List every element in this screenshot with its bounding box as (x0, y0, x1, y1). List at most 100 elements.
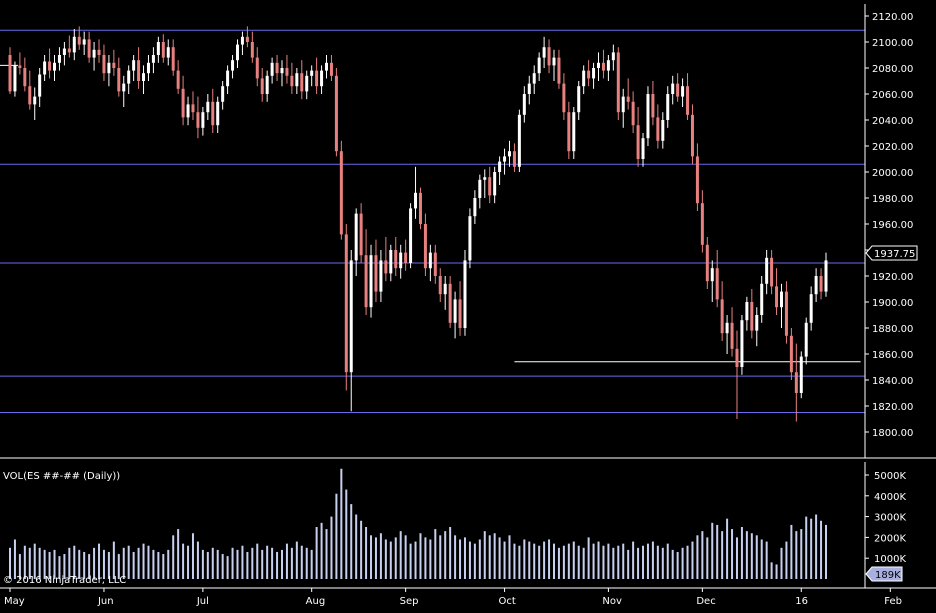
volume-axis-labels: 5000K 4000K 3000K 2000K 1000K (865, 471, 906, 565)
volume-bar (325, 529, 328, 579)
price-axis-label: 2100.00 (872, 38, 913, 49)
volume-bar (48, 551, 51, 579)
volume-bar (701, 531, 704, 579)
volume-bar (365, 527, 368, 579)
volume-bar (206, 551, 209, 579)
candle-body (216, 101, 220, 126)
candle-body (171, 47, 175, 71)
volume-bar (394, 537, 397, 579)
volume-bar (335, 493, 338, 579)
candle-body (414, 192, 418, 209)
volume-bar (562, 545, 565, 579)
volume-bar (23, 545, 26, 579)
candle-body (127, 70, 131, 84)
candle-body (503, 156, 507, 162)
volume-bar (518, 545, 521, 579)
candle-body (755, 315, 759, 331)
volume-axis-label: 4000K (874, 492, 906, 503)
volume-bar (820, 520, 823, 579)
candle-body (8, 55, 12, 92)
volume-bar (765, 541, 768, 579)
horizontal-lines (0, 29, 865, 413)
volume-bar (548, 539, 551, 579)
price-axis-label: 2000.00 (872, 168, 913, 179)
candle-body (765, 257, 769, 284)
volume-bar (350, 504, 353, 579)
candle-body (799, 356, 803, 393)
candle-body (438, 276, 442, 295)
candle-body (433, 252, 437, 276)
candle-body (240, 36, 244, 45)
candle-body (97, 49, 101, 55)
volume-bar (617, 545, 620, 579)
copyright-text: © 2016 NinjaTrader, LLC (3, 575, 126, 586)
volume-bar (9, 547, 11, 579)
volume-bar (360, 520, 363, 579)
volume-bar (315, 527, 318, 579)
candle-body (364, 255, 368, 308)
volume-bar (760, 539, 763, 579)
candle-body (686, 86, 690, 115)
volume-bar (28, 547, 31, 579)
volume-bar (508, 535, 511, 579)
candle-body (151, 55, 155, 63)
candle-body (824, 260, 828, 292)
volume-bar (137, 547, 140, 579)
candle-body (325, 62, 329, 71)
current-volume-value: 189K (875, 570, 901, 581)
volume-bar (528, 541, 531, 579)
candle-body (720, 299, 724, 334)
volume-bar (735, 537, 738, 579)
candle-body (656, 117, 660, 141)
volume-bar (612, 547, 615, 579)
candle-body (354, 213, 358, 261)
volume-bar (38, 547, 41, 579)
volume-bar (102, 549, 105, 579)
candle-body (334, 75, 338, 152)
volume-axis-label: 1000K (874, 554, 906, 565)
candle-body (320, 70, 324, 87)
candle-body (191, 104, 195, 113)
volume-bars (9, 468, 827, 579)
candle-body (62, 48, 66, 55)
candle-body (300, 73, 304, 92)
volume-bar (122, 547, 125, 579)
volume-bar (409, 543, 412, 579)
volume-bar (320, 522, 323, 579)
volume-bar (261, 549, 264, 579)
volume-bar (567, 543, 570, 579)
candle-body (567, 112, 571, 152)
candle-body (235, 44, 239, 61)
candle-body (468, 216, 472, 261)
volume-bar (770, 562, 773, 579)
volume-bar (374, 537, 377, 579)
candle-body (359, 213, 363, 256)
candle-body (750, 302, 754, 331)
candle-body (305, 75, 309, 92)
price-candles (8, 26, 828, 422)
candle-body (666, 94, 670, 120)
candle-body (423, 224, 427, 269)
candle-body (651, 94, 655, 118)
current-price-value: 1937.75 (874, 249, 915, 260)
candle-body (290, 75, 294, 87)
volume-bar (290, 547, 293, 579)
volume-bar (182, 543, 185, 579)
volume-bar (13, 539, 16, 579)
volume-bar (216, 549, 219, 579)
candle-body (265, 75, 269, 94)
candle-body (804, 322, 808, 357)
time-axis-label: May (4, 596, 25, 607)
candle-body (181, 88, 185, 118)
volume-bar (661, 547, 664, 579)
volume-bar (201, 549, 204, 579)
price-axis-label: 1800.00 (872, 428, 913, 439)
price-axis-label: 1860.00 (872, 350, 913, 361)
candle-body (146, 62, 150, 74)
volume-bar (53, 549, 56, 579)
volume-bar (795, 531, 798, 579)
candle-body (636, 125, 640, 159)
volume-bar (731, 529, 734, 579)
